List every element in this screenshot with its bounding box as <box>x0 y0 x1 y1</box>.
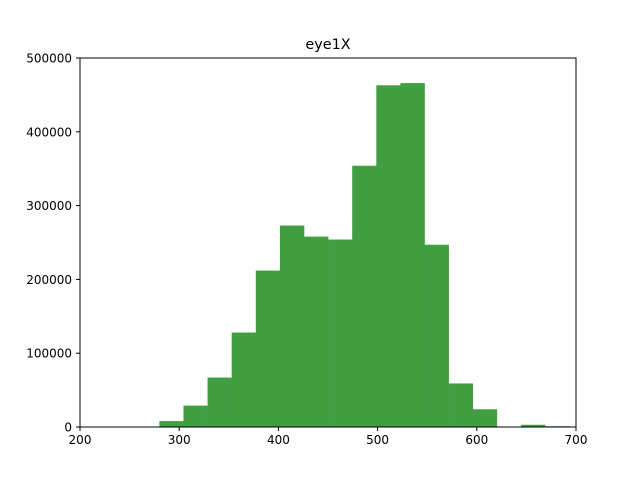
chart-title: eye1X <box>305 37 350 53</box>
x-axis-ticks: 200 300 400 500 600 700 <box>69 427 588 447</box>
histogram-bar-12 <box>448 383 474 427</box>
histogram-bar-3 <box>231 332 257 427</box>
x-tick-label: 400 <box>267 433 290 447</box>
histogram-bar-10 <box>400 83 425 427</box>
y-tick-label: 0 <box>64 421 72 435</box>
histogram-bar-0 <box>159 421 184 427</box>
y-tick-label: 200000 <box>26 273 72 287</box>
axes-group <box>79 57 577 428</box>
x-tick-label: 500 <box>366 433 389 447</box>
y-tick-label: 300000 <box>26 199 72 213</box>
x-tick-label: 200 <box>69 433 92 447</box>
histogram-bar-1 <box>183 405 208 427</box>
y-axis-ticks: 0 100000 200000 300000 400000 500000 <box>26 52 80 435</box>
bars-group <box>159 83 570 427</box>
histogram-bar-6 <box>303 236 329 427</box>
y-tick-label: 100000 <box>26 347 72 361</box>
y-tick-label: 400000 <box>26 125 72 139</box>
histogram-bar-9 <box>376 85 401 427</box>
histogram-bar-7 <box>328 239 353 427</box>
x-tick-label: 600 <box>465 433 488 447</box>
histogram-bar-13 <box>472 409 498 427</box>
y-tick-label: 500000 <box>26 52 72 66</box>
x-tick-label: 300 <box>168 433 191 447</box>
histogram-bar-8 <box>352 165 377 427</box>
histogram-bar-5 <box>279 225 305 427</box>
histogram-bar-11 <box>424 244 449 427</box>
histogram-bar-15 <box>520 424 546 427</box>
histogram-bar-2 <box>207 377 232 427</box>
histogram-bar-4 <box>255 270 281 427</box>
x-tick-label: 700 <box>565 433 588 447</box>
plot-frame <box>79 57 577 428</box>
